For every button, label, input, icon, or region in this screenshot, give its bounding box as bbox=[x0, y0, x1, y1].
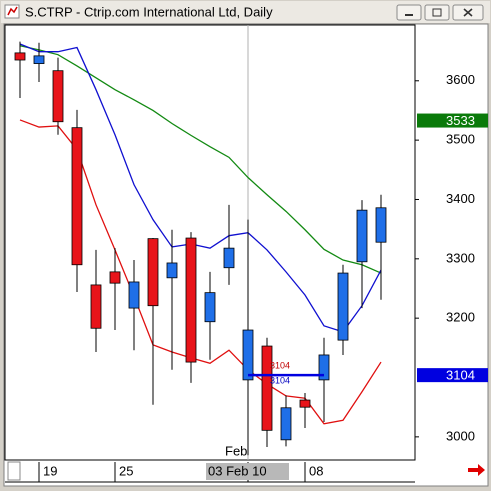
level-label: 3104 bbox=[270, 376, 290, 386]
title-bar bbox=[1, 1, 490, 23]
candle-body bbox=[14, 52, 26, 61]
candle-body bbox=[318, 354, 330, 381]
y-tick-label: 3200 bbox=[446, 310, 475, 325]
price-box-label: 3533 bbox=[446, 113, 475, 128]
minimize-glyph bbox=[405, 14, 413, 16]
candle-body bbox=[128, 281, 140, 309]
x-tick-label: 25 bbox=[119, 463, 133, 478]
candle-body bbox=[375, 207, 387, 243]
level-label: 3104 bbox=[270, 361, 290, 371]
candle-body bbox=[52, 70, 64, 123]
x-tick-label: 03 Feb 10 bbox=[208, 463, 267, 478]
candle-body bbox=[261, 345, 273, 431]
y-tick-label: 3500 bbox=[446, 132, 475, 147]
price-box-label: 3104 bbox=[446, 368, 475, 383]
x-tick-label: 19 bbox=[43, 463, 57, 478]
ma-line bbox=[19, 45, 382, 274]
candle-body bbox=[223, 247, 235, 269]
y-tick-label: 3400 bbox=[446, 191, 475, 206]
candle-body bbox=[242, 329, 254, 381]
candle-body bbox=[109, 271, 121, 284]
candle-body bbox=[147, 238, 159, 307]
y-tick-label: 3600 bbox=[446, 72, 475, 87]
restore-glyph bbox=[432, 8, 442, 17]
price-box bbox=[417, 368, 488, 383]
candle-body bbox=[204, 292, 216, 323]
candle-body bbox=[356, 209, 368, 263]
window-title: S.CTRP - Ctrip.com International Ltd, Da… bbox=[25, 4, 273, 19]
candle-body bbox=[33, 55, 45, 64]
candle-body bbox=[280, 407, 292, 441]
candle-body bbox=[299, 399, 311, 408]
y-tick-label: 3300 bbox=[446, 250, 475, 265]
x-tick-label: 08 bbox=[309, 463, 323, 478]
shift-arrow[interactable] bbox=[468, 464, 485, 476]
chart-icon-glyph bbox=[7, 6, 18, 16]
candle-body bbox=[90, 284, 102, 329]
candle-body bbox=[337, 272, 349, 341]
restore-button[interactable] bbox=[424, 4, 450, 21]
ma-line bbox=[19, 43, 382, 333]
crosshair-date-box bbox=[206, 463, 289, 480]
price-box bbox=[417, 113, 488, 128]
candle-body bbox=[71, 127, 83, 266]
month-label: Feb bbox=[225, 443, 247, 458]
y-tick-label: 3000 bbox=[446, 428, 475, 443]
candle-body bbox=[166, 262, 178, 279]
close-glyph bbox=[463, 8, 473, 17]
scroll-box[interactable] bbox=[7, 461, 21, 481]
candle-body bbox=[185, 237, 197, 363]
plot-frame bbox=[4, 24, 416, 461]
minimize-button[interactable] bbox=[396, 4, 422, 21]
